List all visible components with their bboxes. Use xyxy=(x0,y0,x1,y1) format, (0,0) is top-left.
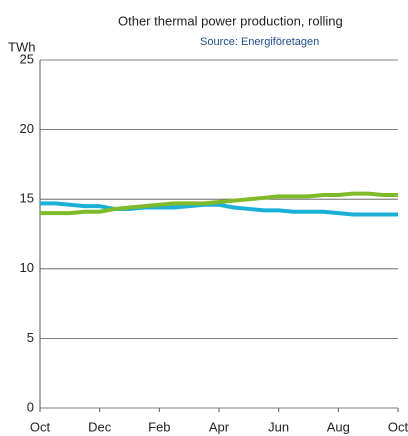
x-tick-label: Oct xyxy=(30,419,51,434)
y-tick-label: 25 xyxy=(20,51,34,66)
x-tick-label: Apr xyxy=(209,419,230,434)
y-tick-label: 20 xyxy=(20,121,34,136)
chart-title: Other thermal power production, rolling xyxy=(118,13,343,28)
chart-subtitle: Source: Energiföretagen xyxy=(200,36,319,48)
y-axis-label: TWh xyxy=(8,39,35,54)
y-tick-label: 10 xyxy=(20,260,34,275)
line-series xyxy=(40,191,398,216)
x-tick-label: Dec xyxy=(88,419,112,434)
y-tick-label: 5 xyxy=(27,330,34,345)
x-tick-label: Aug xyxy=(327,419,350,434)
y-tick-label: 15 xyxy=(20,191,34,206)
x-tick-label: Oct xyxy=(388,419,408,434)
x-tick-label: Jun xyxy=(268,419,289,434)
y-tick-label: 0 xyxy=(27,399,34,414)
x-tick-label: Feb xyxy=(148,419,170,434)
line-series xyxy=(40,201,398,217)
